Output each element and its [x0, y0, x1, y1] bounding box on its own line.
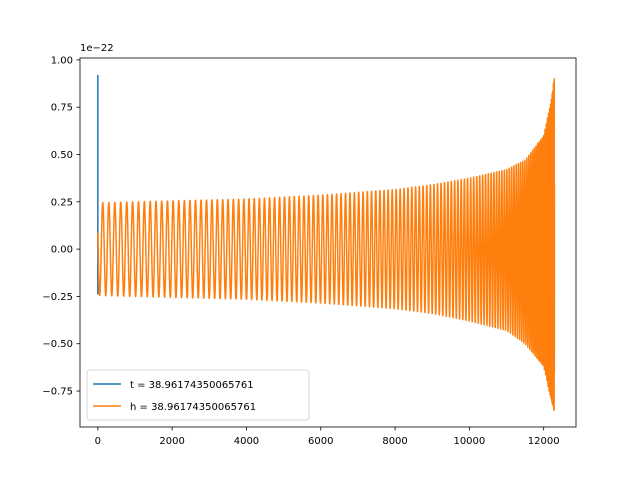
- plot-area: [97, 75, 556, 411]
- y-axis: −0.75 −0.50 −0.25 0.00 0.25 0.50 0.75 1.00: [42, 55, 80, 398]
- x-tick-label: 2000: [159, 436, 184, 447]
- x-tick-label: 4000: [234, 436, 259, 447]
- y-tick-label: 1.00: [51, 55, 73, 66]
- y-tick-label: 0.00: [51, 245, 73, 256]
- y-tick-label: −0.25: [42, 292, 73, 303]
- y-tick-label: −0.50: [42, 339, 73, 350]
- y-scale-label: 1e−22: [80, 43, 114, 54]
- x-tick-label: 0: [95, 436, 101, 447]
- x-tick-label: 12000: [528, 436, 560, 447]
- legend-label: t = 38.96174350065761: [130, 380, 254, 391]
- y-tick-label: 0.75: [51, 103, 73, 114]
- series-h-line: [97, 78, 556, 411]
- y-tick-label: 0.50: [51, 150, 73, 161]
- axes-frame: [79, 57, 577, 428]
- legend-box: [86, 369, 310, 421]
- y-tick-label: 0.25: [51, 197, 73, 208]
- x-tick-label: 8000: [382, 436, 407, 447]
- x-tick-label: 6000: [308, 436, 333, 447]
- legend: t = 38.96174350065761 h = 38.961743500657…: [86, 369, 310, 421]
- x-tick-label: 10000: [453, 436, 485, 447]
- y-tick-label: −0.75: [42, 387, 73, 398]
- legend-label: h = 38.96174350065761: [130, 402, 256, 413]
- x-axis: 0 2000 4000 6000 8000 10000 12000: [95, 427, 560, 447]
